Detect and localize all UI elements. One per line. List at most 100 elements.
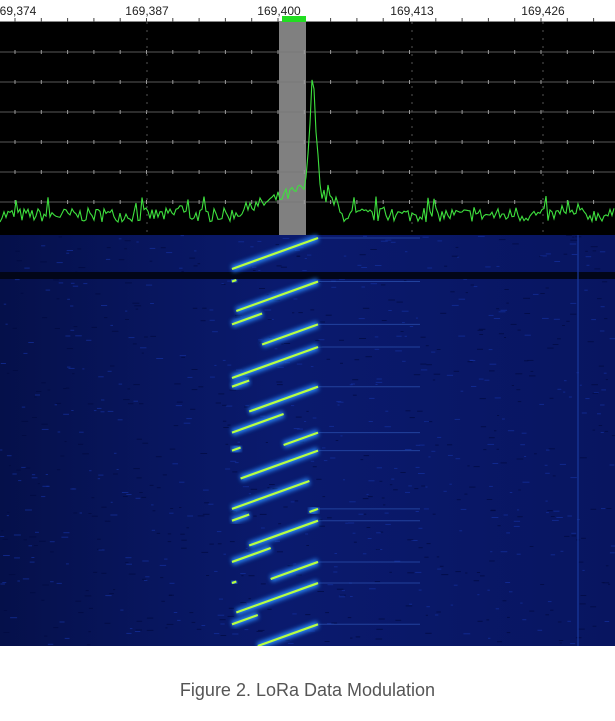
chirp <box>261 323 319 346</box>
noise-speck <box>404 335 407 337</box>
noise-speck <box>446 374 454 376</box>
noise-speck <box>73 326 78 328</box>
noise-speck <box>349 384 353 386</box>
noise-speck <box>394 467 398 469</box>
noise-speck <box>330 457 336 459</box>
noise-speck <box>139 403 144 405</box>
noise-speck <box>23 539 27 541</box>
noise-speck <box>600 404 605 406</box>
noise-speck <box>322 447 326 449</box>
chirp <box>248 519 319 547</box>
noise-speck <box>409 603 413 605</box>
noise-speck <box>145 576 150 578</box>
noise-speck <box>64 637 70 639</box>
noise-speck <box>42 485 49 487</box>
noise-speck <box>41 423 48 425</box>
noise-speck <box>179 507 182 508</box>
noise-speck <box>532 293 539 295</box>
noise-speck <box>53 279 59 281</box>
noise-speck <box>229 541 235 543</box>
noise-speck <box>608 583 611 585</box>
noise-speck <box>189 257 196 259</box>
noise-speck <box>333 566 338 568</box>
noise-speck <box>359 254 366 256</box>
noise-speck <box>304 258 307 259</box>
noise-speck <box>364 513 367 515</box>
noise-speck <box>447 454 453 456</box>
noise-speck <box>365 356 373 358</box>
noise-speck <box>50 551 54 553</box>
noise-speck <box>181 270 184 272</box>
noise-speck <box>374 581 381 583</box>
noise-speck <box>2 582 7 584</box>
noise-speck <box>135 308 139 310</box>
noise-speck <box>144 579 148 581</box>
noise-speck <box>473 286 478 288</box>
noise-speck <box>455 246 459 248</box>
noise-speck <box>394 560 401 562</box>
noise-speck <box>517 509 520 511</box>
noise-speck <box>590 508 597 510</box>
noise-speck <box>21 466 27 468</box>
noise-speck <box>312 417 317 419</box>
noise-speck <box>456 499 461 501</box>
noise-speck <box>585 250 588 252</box>
noise-speck <box>124 240 131 242</box>
noise-speck <box>125 561 129 563</box>
noise-speck <box>599 330 605 332</box>
noise-speck <box>571 535 576 537</box>
noise-speck <box>201 551 209 553</box>
noise-speck <box>491 517 499 518</box>
noise-speck <box>389 484 393 486</box>
noise-speck <box>44 635 48 637</box>
noise-speck <box>240 573 246 574</box>
noise-speck <box>281 343 284 345</box>
noise-speck <box>87 403 94 405</box>
noise-speck <box>283 506 288 508</box>
noise-speck <box>396 301 403 303</box>
noise-speck <box>450 291 455 293</box>
noise-speck <box>545 287 549 289</box>
noise-speck <box>597 413 601 415</box>
noise-speck <box>236 369 243 371</box>
noise-speck <box>88 631 91 633</box>
noise-speck <box>592 392 599 394</box>
noise-speck <box>72 488 75 490</box>
noise-speck <box>276 265 282 267</box>
noise-speck <box>383 504 386 506</box>
noise-speck <box>465 572 468 574</box>
noise-speck <box>28 545 33 547</box>
noise-speck <box>252 270 256 271</box>
noise-speck <box>196 628 202 630</box>
noise-speck <box>208 503 214 505</box>
noise-speck <box>517 329 521 331</box>
noise-speck <box>12 370 18 371</box>
noise-speck <box>432 513 436 515</box>
noise-speck <box>168 594 172 596</box>
noise-speck <box>274 540 280 542</box>
noise-speck <box>487 589 490 591</box>
noise-speck <box>56 298 60 300</box>
noise-speck <box>170 508 174 509</box>
noise-speck <box>46 485 50 487</box>
noise-speck <box>370 283 378 285</box>
noise-speck <box>59 621 65 623</box>
noise-speck <box>368 480 375 482</box>
noise-speck <box>447 444 453 446</box>
noise-speck <box>480 426 487 428</box>
noise-speck <box>545 472 550 474</box>
noise-speck <box>250 246 254 248</box>
noise-speck <box>66 252 70 254</box>
noise-speck <box>104 317 108 319</box>
noise-speck <box>217 614 225 616</box>
noise-speck <box>155 456 162 458</box>
noise-speck <box>111 330 119 332</box>
noise-speck <box>133 468 140 470</box>
noise-speck <box>405 605 413 607</box>
noise-speck <box>202 307 207 309</box>
noise-speck <box>66 250 74 251</box>
noise-speck <box>294 249 300 251</box>
noise-speck <box>368 496 373 498</box>
noise-speck <box>227 424 231 426</box>
noise-speck <box>400 472 406 473</box>
